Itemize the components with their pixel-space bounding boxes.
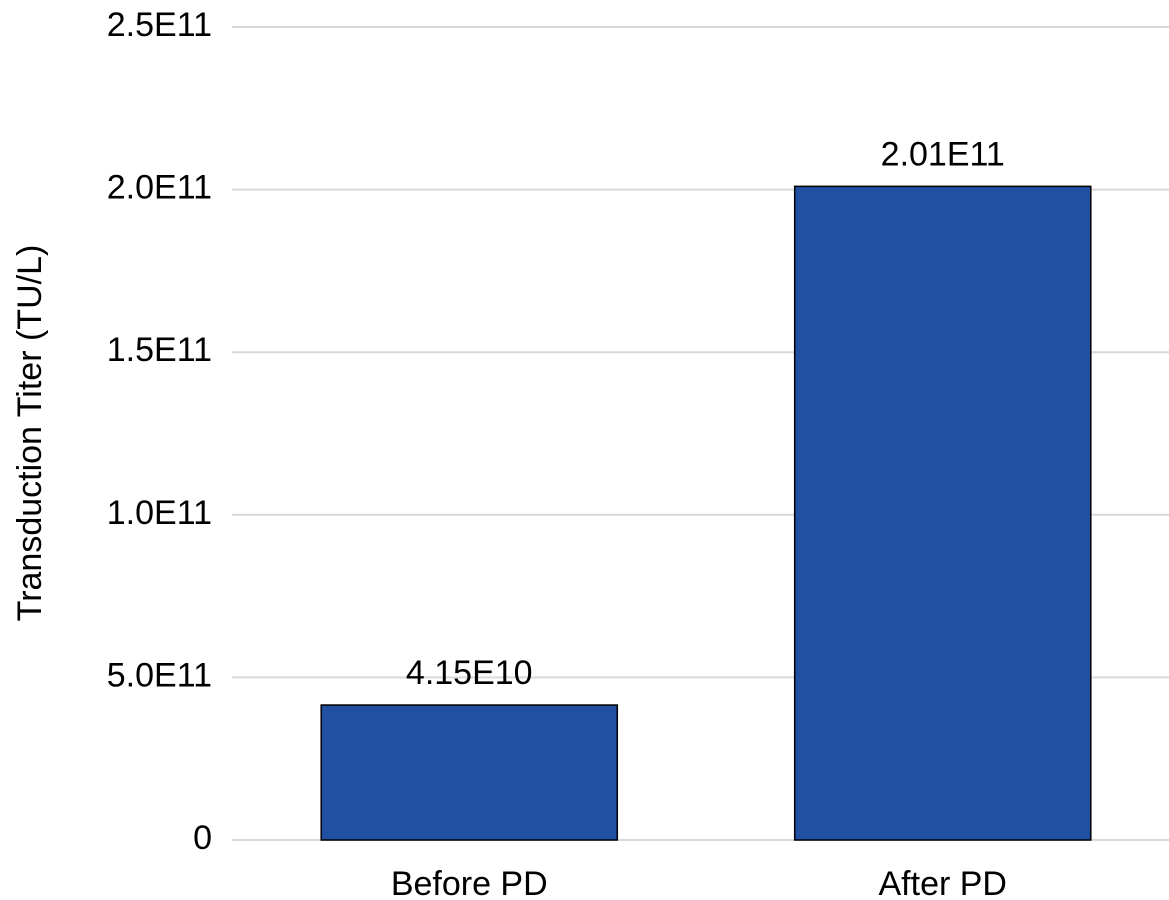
bar	[793, 185, 1092, 841]
y-tick-label: 1.5E11	[107, 331, 212, 369]
y-tick-label: 2.0E11	[107, 169, 212, 207]
y-tick-label: 1.0E11	[107, 494, 212, 532]
value-label: 4.15E10	[406, 654, 533, 692]
bar	[320, 704, 619, 841]
value-label: 2.01E11	[881, 135, 1005, 173]
y-axis-title: Transduction Titer (TU/L)	[11, 245, 49, 622]
x-tick-label: Before PD	[391, 865, 548, 900]
y-tick-label: 5.0E11	[107, 656, 212, 694]
y-tick-label: 0	[193, 819, 212, 857]
x-tick-label: After PD	[879, 865, 1007, 900]
y-tick-label: 2.5E11	[107, 6, 212, 44]
